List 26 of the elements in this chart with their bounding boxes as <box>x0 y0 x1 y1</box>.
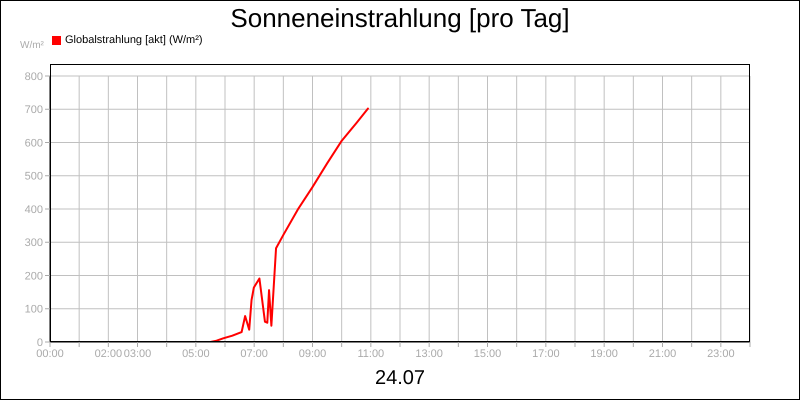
x-tick-label: 00:00 <box>36 348 64 360</box>
legend-label: Globalstrahlung [akt] (W/m²) <box>65 34 203 46</box>
y-tick-label: 800 <box>24 70 43 83</box>
y-tick-label: 700 <box>24 104 43 116</box>
x-tick-label: 23:00 <box>707 348 735 360</box>
chart-title: Sonneneinstrahlung [pro Tag] <box>229 2 571 34</box>
x-tick-label: 05:00 <box>182 348 210 360</box>
x-tick-label: 19:00 <box>590 348 618 360</box>
x-tick-label: 13:00 <box>415 348 443 360</box>
x-tick-label: 07:00 <box>240 348 268 360</box>
x-tick-label: 03:00 <box>124 348 152 360</box>
x-tick-label: 09:00 <box>298 348 326 360</box>
x-tick-label: 21:00 <box>648 348 676 360</box>
y-tick-label: 200 <box>24 270 43 282</box>
x-tick-label: 17:00 <box>532 348 560 360</box>
y-tick-label: 0 <box>36 336 43 349</box>
x-tick-label: 11:00 <box>357 348 384 360</box>
y-tick-label: 100 <box>24 304 43 316</box>
y-tick-label: 300 <box>24 237 43 250</box>
y-tick-label: 500 <box>24 170 43 183</box>
x-tick-label: 02:00 <box>94 348 122 360</box>
y-tick-label: 600 <box>24 137 43 150</box>
x-tick-label: 15:00 <box>474 348 502 360</box>
x-axis-title: 24.07 <box>374 366 426 390</box>
y-axis-title: W/m² <box>20 40 44 52</box>
y-tick-label: 400 <box>24 204 43 216</box>
